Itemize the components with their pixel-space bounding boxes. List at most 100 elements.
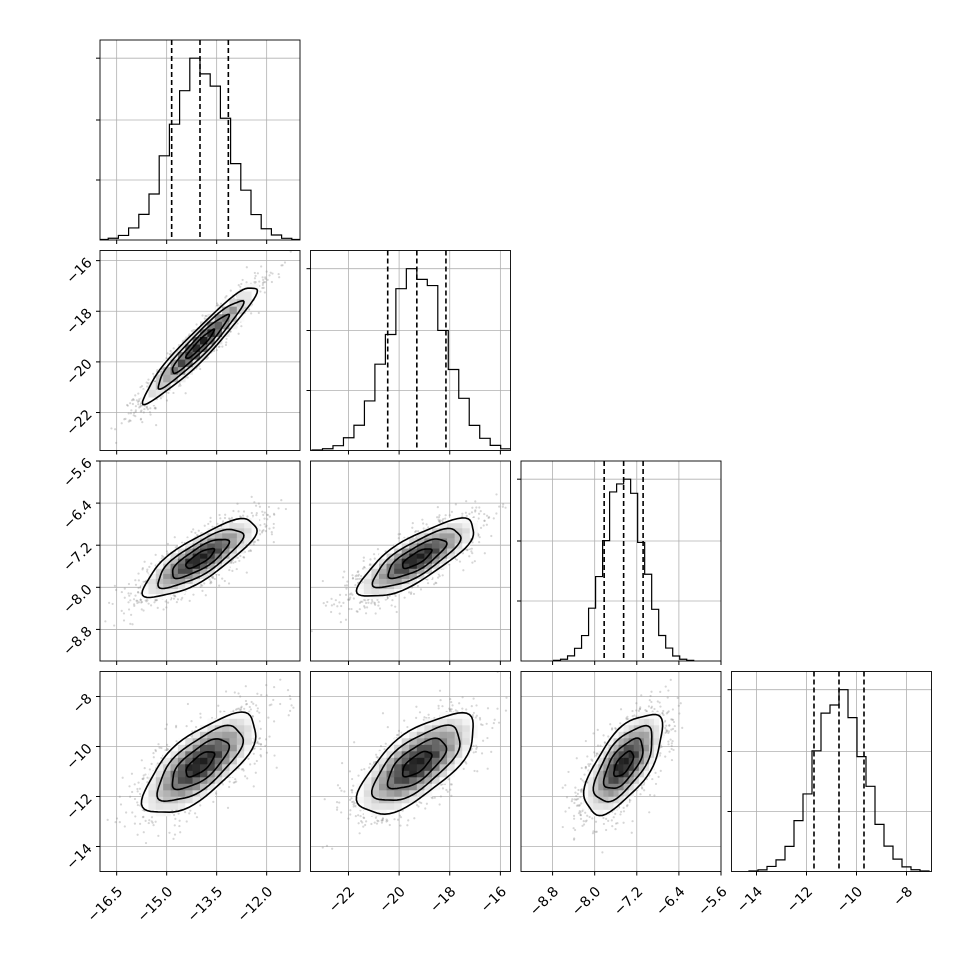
sample-point bbox=[154, 407, 157, 410]
density-bin bbox=[378, 757, 387, 765]
density-bin bbox=[613, 796, 619, 804]
sample-point bbox=[351, 800, 354, 804]
sample-point bbox=[614, 726, 617, 730]
sample-point bbox=[490, 750, 493, 753]
sample-point bbox=[266, 513, 270, 517]
sample-point bbox=[505, 696, 508, 699]
sample-point bbox=[201, 589, 204, 592]
density-bin bbox=[214, 313, 223, 322]
density-bin bbox=[141, 397, 149, 406]
density-bin bbox=[192, 783, 201, 791]
sample-point bbox=[124, 417, 127, 420]
contour-level bbox=[141, 287, 259, 406]
sample-point bbox=[423, 716, 426, 719]
density-bin bbox=[378, 790, 387, 797]
density-bin bbox=[401, 538, 410, 544]
density-bin bbox=[394, 573, 402, 579]
density-bin bbox=[394, 777, 402, 784]
density-bin bbox=[155, 583, 164, 590]
sample-point bbox=[252, 785, 255, 788]
contour-level bbox=[185, 751, 216, 778]
density-bin bbox=[447, 731, 455, 739]
sample-point bbox=[199, 712, 202, 715]
sample-point bbox=[330, 597, 333, 600]
sample-point bbox=[681, 726, 684, 729]
sample-point bbox=[399, 816, 403, 819]
sample-point bbox=[380, 819, 383, 822]
sample-point bbox=[129, 419, 132, 422]
sample-point bbox=[195, 816, 199, 819]
sample-point bbox=[292, 706, 295, 709]
sample-point bbox=[255, 759, 258, 763]
sample-point bbox=[364, 823, 367, 827]
sample-point bbox=[145, 600, 148, 603]
contour-level bbox=[355, 711, 474, 816]
sample-point bbox=[149, 413, 152, 416]
density-bin bbox=[229, 725, 238, 732]
density-bin bbox=[424, 568, 433, 574]
density-bin bbox=[207, 563, 216, 569]
density-bin bbox=[200, 321, 208, 330]
sample-point bbox=[265, 751, 269, 754]
sample-point bbox=[363, 816, 366, 820]
density-bin bbox=[638, 777, 645, 784]
sample-point bbox=[472, 751, 475, 754]
sample-point bbox=[579, 796, 582, 799]
density-bin bbox=[378, 588, 387, 595]
density-bin bbox=[155, 382, 164, 390]
panel-1-1 bbox=[306, 250, 511, 455]
density-bin bbox=[401, 764, 410, 771]
density-bin bbox=[603, 803, 609, 810]
sample-point bbox=[458, 560, 462, 563]
density-bin bbox=[214, 751, 223, 758]
sample-point bbox=[228, 517, 231, 520]
density-bin bbox=[431, 731, 440, 739]
sample-point bbox=[411, 526, 414, 529]
sample-point bbox=[139, 598, 142, 601]
sample-point bbox=[580, 766, 583, 770]
sample-point bbox=[586, 814, 589, 817]
density-bin bbox=[236, 738, 245, 745]
density-bin bbox=[628, 718, 635, 726]
sample-point bbox=[347, 817, 350, 820]
density-bin bbox=[401, 573, 410, 579]
sample-point bbox=[661, 711, 664, 715]
density-bin bbox=[401, 770, 410, 778]
sample-point bbox=[619, 722, 622, 725]
sample-point bbox=[123, 825, 126, 828]
sample-point bbox=[427, 713, 430, 716]
sample-point bbox=[262, 278, 265, 281]
sample-point bbox=[256, 707, 259, 710]
sample-point bbox=[310, 630, 313, 633]
density-bin bbox=[447, 522, 455, 529]
sample-point bbox=[135, 599, 138, 602]
sample-point bbox=[270, 703, 273, 706]
sample-point bbox=[153, 601, 156, 604]
sample-point bbox=[364, 599, 367, 602]
sample-point bbox=[410, 591, 413, 594]
density-bin bbox=[439, 770, 448, 778]
sample-point bbox=[332, 603, 336, 606]
sample-point bbox=[188, 599, 191, 602]
sample-point bbox=[485, 514, 489, 517]
sample-point bbox=[357, 570, 360, 573]
sample-point bbox=[667, 740, 670, 743]
sample-point bbox=[666, 729, 669, 732]
density-bin bbox=[401, 777, 410, 784]
sample-point bbox=[218, 513, 221, 517]
density-bin bbox=[623, 757, 629, 765]
sample-point bbox=[672, 720, 676, 724]
sample-point bbox=[674, 730, 677, 733]
density-bin bbox=[618, 796, 624, 804]
density-bin bbox=[386, 757, 395, 765]
sample-point bbox=[122, 619, 126, 622]
density-bin bbox=[185, 790, 193, 797]
sample-point bbox=[357, 774, 360, 777]
sample-point bbox=[667, 730, 671, 733]
sample-point bbox=[384, 742, 387, 745]
density-bin bbox=[416, 783, 425, 791]
sample-point bbox=[126, 403, 129, 407]
density-bin bbox=[222, 744, 230, 752]
sample-point bbox=[133, 783, 136, 786]
sample-point bbox=[626, 804, 629, 807]
